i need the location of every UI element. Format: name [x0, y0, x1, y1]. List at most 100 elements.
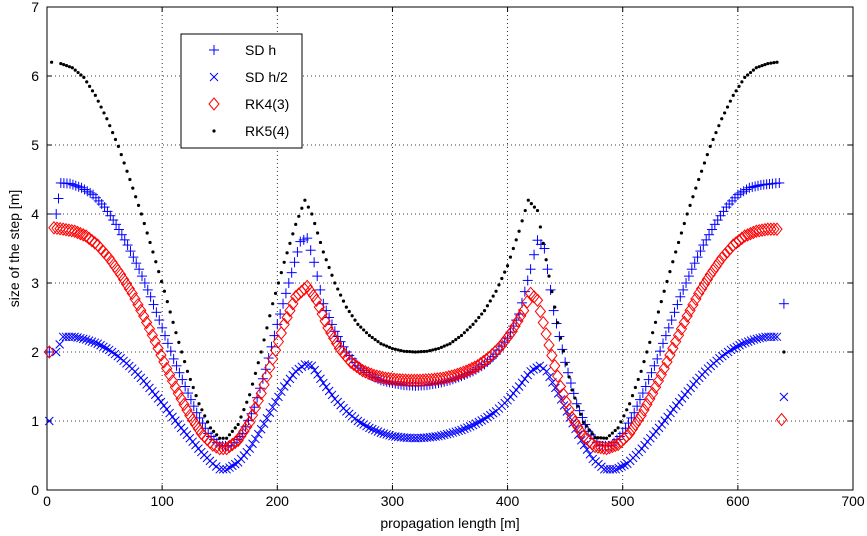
data-point [330, 273, 334, 277]
data-point [451, 340, 455, 344]
data-point [651, 331, 655, 335]
data-point [556, 321, 560, 325]
data-point [188, 377, 192, 382]
data-point [630, 394, 635, 398]
data-point [448, 368, 461, 383]
data-point [425, 372, 438, 387]
data-point [746, 73, 750, 77]
data-point [390, 346, 395, 351]
data-point [471, 419, 481, 428]
data-point [420, 373, 432, 387]
data-point [681, 278, 692, 288]
legend-label: SD h [245, 42, 276, 58]
legend-label: RK4(3) [245, 96, 289, 112]
data-point [400, 373, 412, 387]
data-point [514, 238, 518, 242]
data-point [207, 438, 219, 452]
data-point [218, 436, 222, 440]
data-point [580, 431, 593, 446]
data-point [543, 338, 555, 352]
data-point [718, 206, 729, 217]
data-point [282, 378, 292, 388]
data-point [140, 315, 153, 330]
data-point [135, 303, 147, 318]
y-axis-label: size of the step [m] [6, 190, 22, 308]
data-point [119, 234, 130, 245]
data-point [692, 252, 703, 263]
data-point [276, 387, 286, 397]
data-point [180, 381, 191, 392]
data-point [769, 61, 773, 65]
y-tick-label: 6 [31, 68, 39, 84]
data-point [241, 420, 253, 434]
data-point [232, 433, 244, 448]
data-point [274, 392, 283, 402]
data-point [570, 388, 574, 392]
data-point [638, 403, 650, 417]
data-point [413, 350, 418, 354]
data-point [362, 328, 366, 332]
legend-marker [209, 45, 219, 55]
data-point [766, 61, 770, 66]
data-point [324, 386, 334, 396]
data-point [636, 377, 640, 382]
data-point [279, 382, 289, 391]
data-point [414, 373, 426, 388]
data-point [688, 203, 692, 207]
data-point [177, 340, 181, 344]
data-point [192, 422, 205, 436]
data-point [657, 420, 667, 429]
data-point [647, 386, 659, 401]
data-point [747, 182, 758, 193]
data-point [436, 346, 441, 351]
data-point [410, 350, 415, 354]
legend-box [180, 33, 303, 149]
data-point [468, 420, 478, 430]
data-point [268, 314, 272, 318]
data-point [291, 232, 295, 236]
data-point [669, 404, 678, 414]
series-3 [43, 221, 788, 456]
data-point [586, 437, 598, 451]
data-point [678, 284, 689, 295]
data-point [584, 424, 589, 428]
data-point [683, 271, 694, 282]
data-point [529, 202, 533, 206]
data-point [367, 424, 377, 434]
legend-label: SD h/2 [245, 69, 288, 85]
data-point [367, 333, 371, 338]
data-point [686, 264, 697, 275]
data-point [71, 225, 84, 240]
data-point [321, 250, 325, 254]
data-point [659, 300, 663, 304]
data-point [666, 408, 675, 418]
data-point [545, 284, 556, 295]
data-point [581, 420, 586, 424]
data-point [262, 413, 272, 423]
data-point [772, 332, 782, 342]
data-point [256, 424, 266, 434]
data-point [122, 161, 126, 165]
data-point [385, 344, 389, 348]
data-point [268, 402, 278, 412]
data-point [445, 343, 449, 347]
data-point [492, 342, 504, 357]
data-point [437, 431, 446, 440]
data-point [431, 348, 435, 352]
data-point [752, 334, 762, 344]
data-point [644, 392, 656, 406]
data-point [223, 439, 236, 454]
data-point [517, 229, 521, 233]
data-point [289, 257, 300, 268]
data-point [616, 426, 620, 430]
data-point [236, 422, 240, 427]
data-point [134, 195, 138, 199]
data-point [364, 331, 369, 335]
data-point [259, 350, 263, 354]
data-point [248, 393, 252, 397]
data-point [698, 240, 709, 251]
data-point [587, 428, 591, 432]
data-point [108, 215, 119, 226]
data-point [521, 295, 533, 309]
data-point [161, 361, 173, 376]
